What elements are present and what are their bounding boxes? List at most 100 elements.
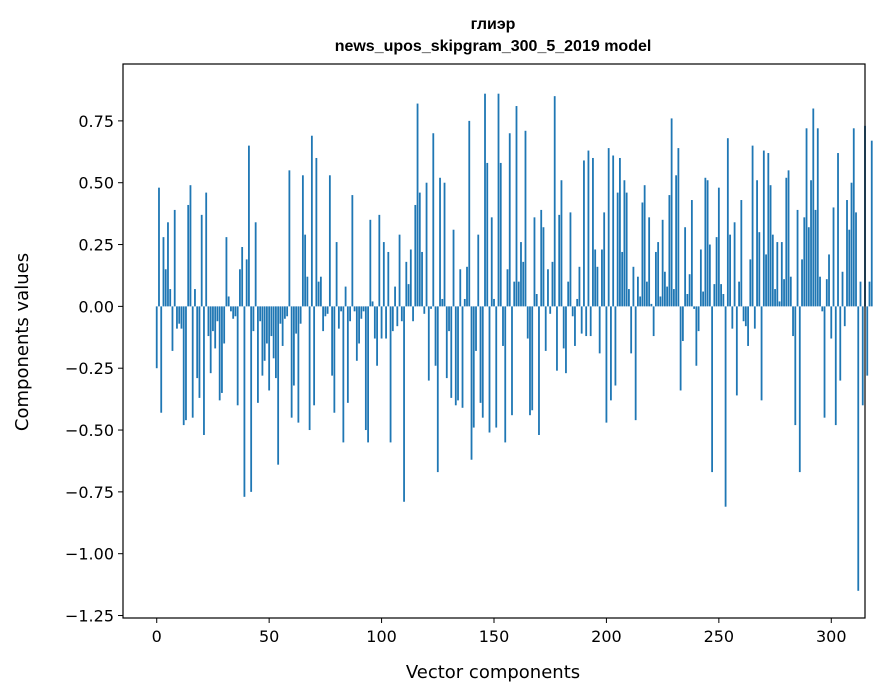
bar <box>225 237 228 307</box>
bar <box>695 306 698 366</box>
bar <box>205 192 208 307</box>
bar <box>216 306 219 322</box>
bar <box>405 261 408 307</box>
plot-frame <box>122 63 866 619</box>
bar <box>191 306 194 418</box>
bar <box>549 306 552 314</box>
bar <box>279 306 282 324</box>
bar <box>283 306 286 319</box>
bar <box>475 306 477 351</box>
bar <box>349 306 351 322</box>
bar <box>771 234 774 307</box>
bar <box>538 306 540 435</box>
x-tick-label: 150 <box>479 627 510 646</box>
bar <box>830 306 833 339</box>
bar <box>466 266 468 307</box>
bar <box>708 244 711 307</box>
bar <box>331 306 334 376</box>
bar <box>169 289 172 307</box>
bar <box>511 306 513 416</box>
bar <box>436 306 439 473</box>
x-tick-label: 200 <box>591 627 622 646</box>
bar <box>848 229 851 307</box>
bar <box>852 128 855 307</box>
bar <box>569 212 572 307</box>
y-tick-label: 0.50 <box>78 174 114 193</box>
x-axis-ticks: 0 50 100 150 200 250 300 <box>152 618 847 646</box>
bar <box>819 276 821 307</box>
bar <box>535 294 538 307</box>
bar <box>729 234 731 307</box>
bar <box>259 306 262 322</box>
bar <box>371 301 374 307</box>
bar <box>630 306 633 354</box>
bar <box>567 281 570 307</box>
bar <box>292 306 295 386</box>
bar <box>628 289 630 307</box>
y-tick-label: 0.00 <box>78 297 114 316</box>
bar <box>421 251 423 307</box>
bar <box>373 306 376 339</box>
bar <box>529 306 531 416</box>
x-tick-label: 250 <box>704 627 735 646</box>
bar <box>756 180 758 307</box>
bar <box>198 306 201 398</box>
bar <box>409 249 412 307</box>
bar <box>765 254 767 307</box>
bar <box>189 185 192 307</box>
bar <box>866 306 869 376</box>
bars-group <box>155 93 873 591</box>
bar <box>574 306 576 346</box>
bar <box>621 251 624 307</box>
bar <box>239 269 241 307</box>
y-tick-label: −1.00 <box>65 545 114 564</box>
bar <box>187 204 190 307</box>
bar <box>742 306 745 322</box>
bar <box>490 217 493 307</box>
bar <box>328 175 331 307</box>
bar <box>326 306 329 314</box>
bar <box>342 306 345 443</box>
bar <box>290 306 293 418</box>
bar <box>740 200 743 307</box>
bar <box>562 306 565 349</box>
bar <box>823 306 826 418</box>
bar <box>221 306 223 393</box>
bar <box>486 162 489 307</box>
bar <box>212 306 214 332</box>
bar <box>299 306 302 324</box>
bar <box>639 296 642 307</box>
bar <box>364 306 367 431</box>
bar <box>760 306 763 401</box>
bar <box>173 209 176 307</box>
bar <box>203 306 205 435</box>
y-tick-label: −0.75 <box>65 483 114 502</box>
bar <box>362 306 365 312</box>
bar <box>841 271 844 307</box>
bar <box>297 306 300 423</box>
bar <box>733 222 736 307</box>
bar <box>459 269 462 307</box>
bar <box>248 145 250 307</box>
bar <box>578 266 581 307</box>
bar <box>266 306 268 344</box>
bar <box>158 187 160 307</box>
bar <box>758 232 761 307</box>
bar <box>843 306 846 327</box>
bar <box>684 227 687 307</box>
bar <box>571 306 574 317</box>
bar <box>607 148 610 307</box>
bar <box>214 306 217 349</box>
bar <box>396 306 399 327</box>
bar <box>351 195 354 307</box>
bar <box>270 306 273 337</box>
bar <box>430 306 432 309</box>
bar <box>753 306 756 329</box>
bar <box>619 157 621 307</box>
bar <box>346 306 349 403</box>
bar <box>583 160 585 307</box>
bar <box>601 249 603 307</box>
bar <box>558 214 561 307</box>
bar <box>360 306 363 319</box>
